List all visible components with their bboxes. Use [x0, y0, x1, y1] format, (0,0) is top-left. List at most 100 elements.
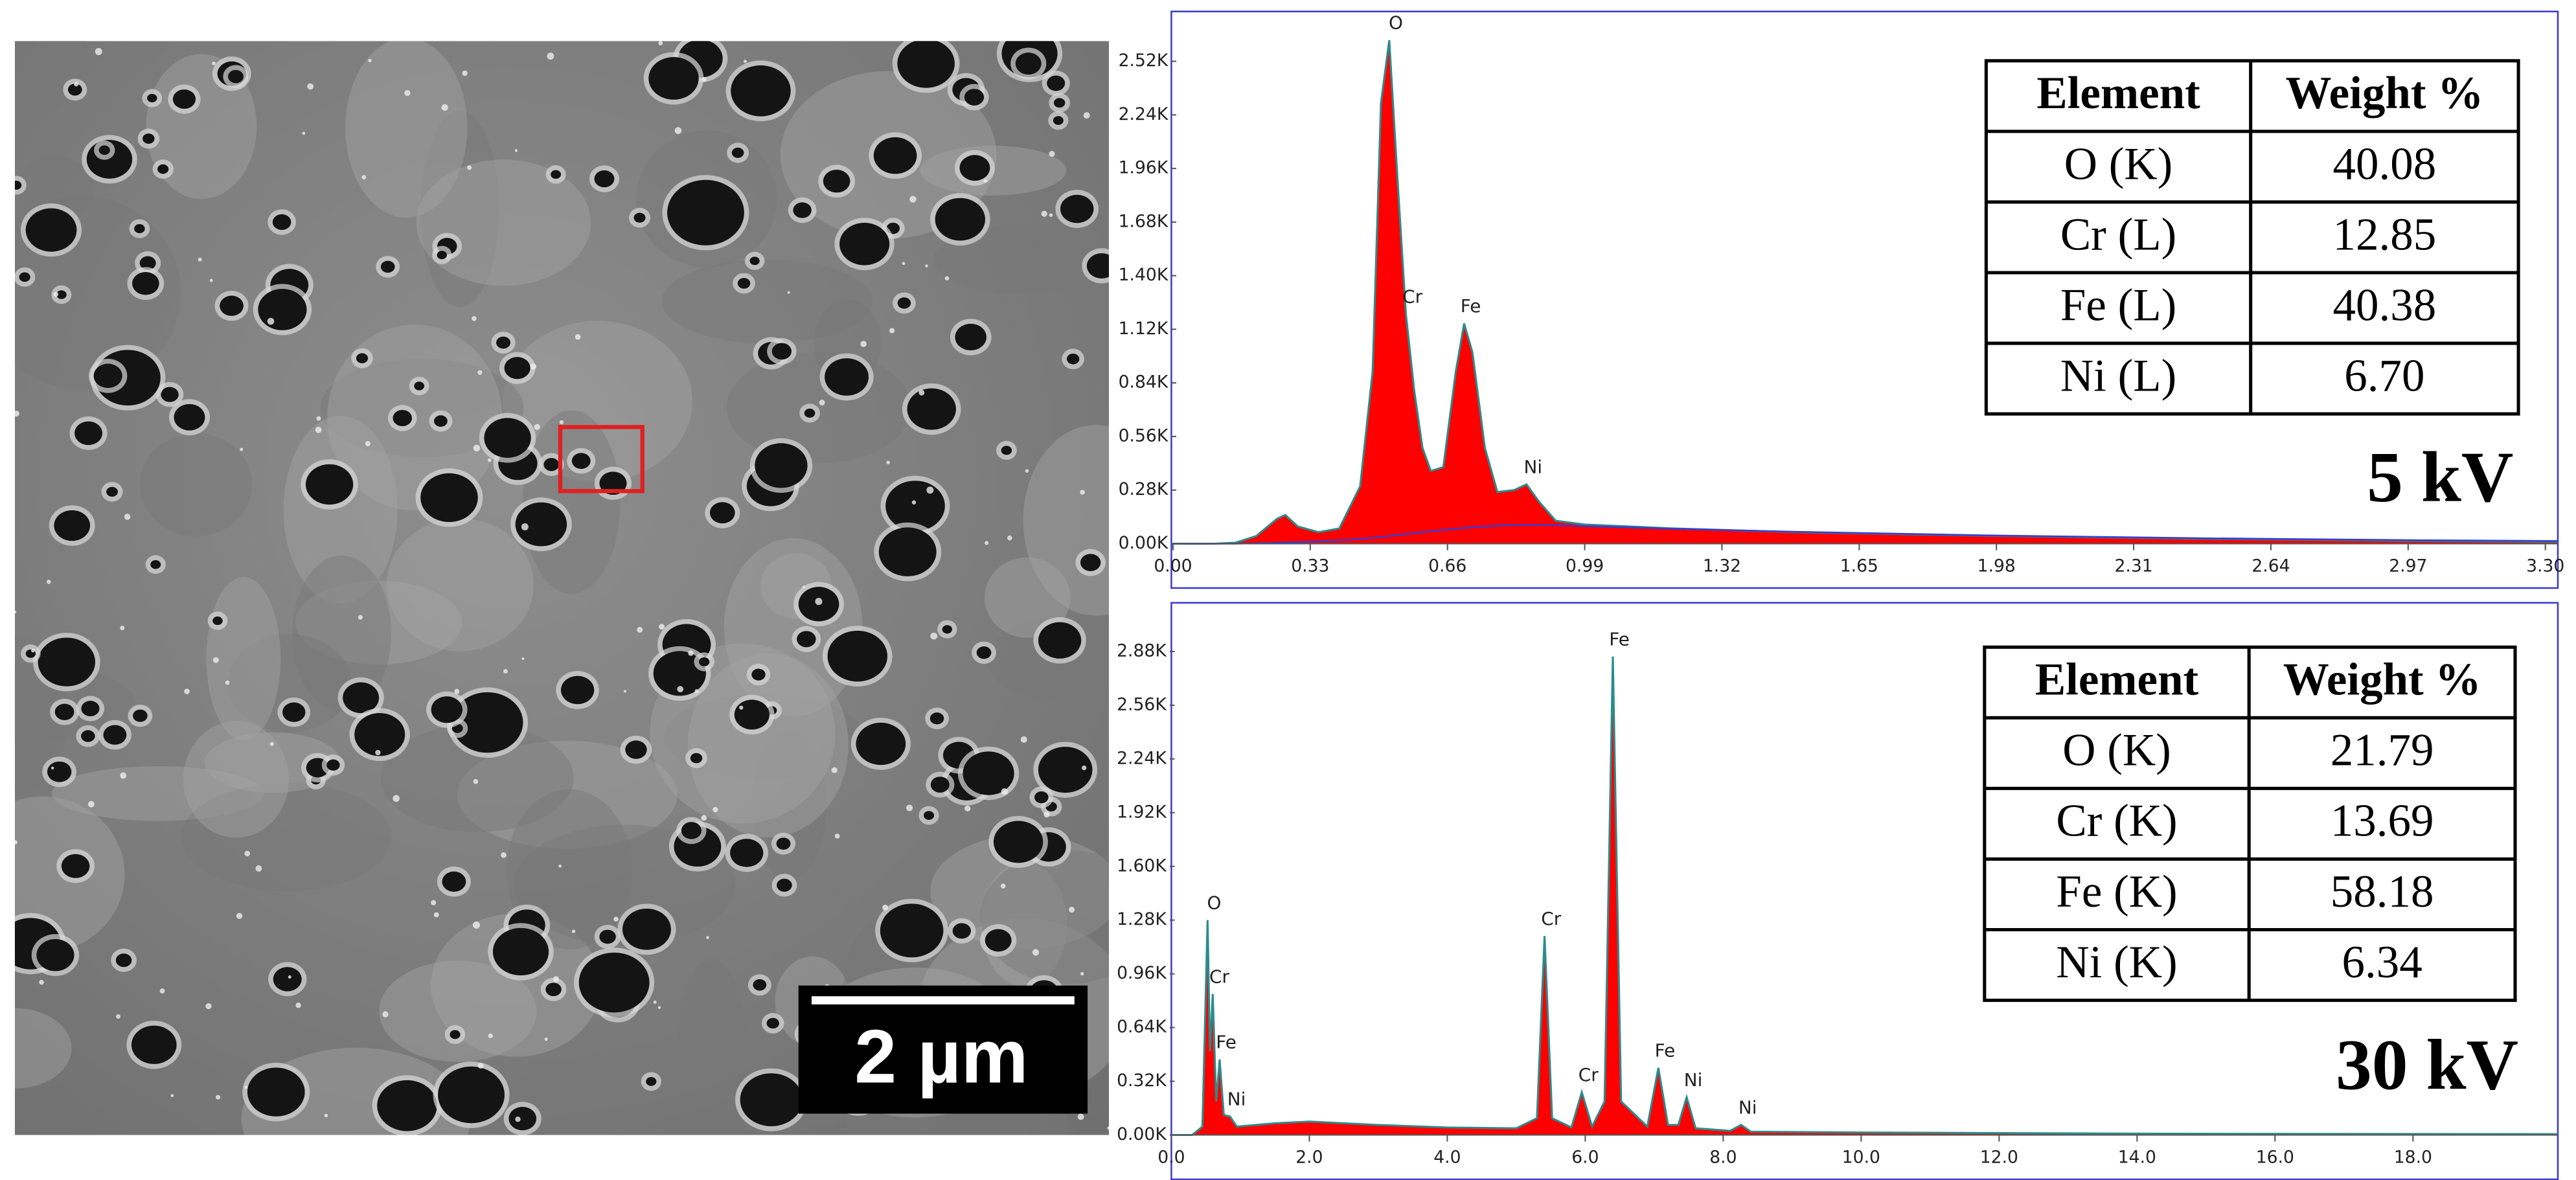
- table-cell: 21.79: [2331, 725, 2434, 776]
- particle: [882, 904, 889, 911]
- table-cell: 12.85: [2333, 209, 2437, 260]
- particle: [501, 852, 507, 858]
- particle: [911, 500, 917, 505]
- particle: [477, 370, 483, 375]
- particle: [473, 778, 479, 784]
- y-tick-label: 2.24K: [1117, 748, 1167, 768]
- particle: [659, 624, 665, 630]
- pore: [508, 1106, 537, 1131]
- grain: [181, 783, 392, 892]
- particle: [571, 929, 576, 933]
- pore: [681, 822, 701, 839]
- pore: [36, 938, 74, 971]
- particle: [658, 41, 663, 46]
- pore: [942, 625, 953, 634]
- pore: [161, 387, 179, 402]
- pore: [776, 837, 791, 850]
- y-tick-label: 1.40K: [1119, 265, 1169, 285]
- particle: [368, 58, 372, 63]
- pore: [356, 353, 369, 363]
- peak-label: Fe: [1655, 1039, 1676, 1061]
- particle: [124, 514, 131, 520]
- pore: [420, 473, 478, 523]
- particle: [14, 610, 17, 614]
- grain: [985, 557, 1071, 638]
- particle: [902, 262, 906, 266]
- pore: [731, 65, 791, 117]
- pore: [856, 722, 906, 766]
- pore: [823, 170, 850, 193]
- y-tick-label: 0.32K: [1117, 1071, 1167, 1091]
- particle: [1081, 765, 1087, 771]
- pore: [492, 927, 549, 976]
- table-cell: 6.70: [2344, 350, 2424, 401]
- particle: [307, 83, 314, 90]
- peak-label: Ni: [1738, 1097, 1757, 1118]
- pore: [354, 713, 405, 756]
- particle: [244, 1085, 248, 1089]
- table-cell: 6.34: [2342, 937, 2422, 988]
- pore: [157, 164, 169, 174]
- x-tick-label: 14.0: [2118, 1148, 2156, 1168]
- pore: [709, 502, 735, 524]
- x-tick-label: 0.99: [1566, 556, 1604, 576]
- pore: [699, 657, 710, 666]
- particle: [559, 420, 564, 425]
- pore: [106, 486, 118, 497]
- particle: [701, 77, 707, 82]
- pore: [133, 709, 148, 722]
- pore: [442, 871, 466, 892]
- pore: [38, 637, 96, 686]
- particle: [1080, 490, 1085, 495]
- x-tick-label: 0.33: [1291, 556, 1329, 576]
- particle: [467, 165, 472, 170]
- pore: [924, 811, 935, 820]
- y-tick-label: 0.28K: [1119, 479, 1169, 499]
- particle: [95, 48, 102, 56]
- pore: [955, 323, 986, 351]
- particle: [51, 766, 54, 770]
- grain: [295, 580, 462, 665]
- grain: [1023, 425, 1110, 616]
- x-tick-label: 1.65: [1840, 556, 1878, 576]
- pore: [393, 409, 413, 427]
- pore: [343, 682, 380, 714]
- pore: [1047, 75, 1066, 91]
- pore: [450, 1030, 461, 1039]
- particle: [120, 772, 127, 779]
- table-cell: O (K): [2062, 725, 2171, 776]
- particle: [925, 264, 928, 267]
- particle: [1000, 883, 1006, 889]
- particle: [288, 975, 291, 979]
- pore: [25, 208, 77, 252]
- peak-label: Fe: [1461, 295, 1481, 317]
- particle: [1049, 213, 1053, 218]
- particle: [1043, 811, 1050, 818]
- grain: [663, 694, 864, 780]
- x-tick-label: 0.00: [1154, 556, 1192, 576]
- particle: [267, 317, 275, 325]
- particle: [212, 62, 216, 65]
- pore: [827, 630, 888, 682]
- pore: [305, 464, 354, 505]
- y-tick-label: 2.56K: [1117, 694, 1167, 714]
- particle: [983, 179, 988, 183]
- table-cell: O (K): [2064, 139, 2173, 189]
- pore: [47, 761, 72, 782]
- pore: [751, 668, 766, 681]
- particle: [431, 900, 437, 905]
- particle: [477, 1063, 484, 1069]
- particle: [677, 686, 684, 692]
- table-cell: 13.69: [2331, 796, 2434, 846]
- pore: [667, 179, 744, 245]
- x-tick-label: 18.0: [2394, 1148, 2432, 1168]
- grain: [51, 766, 264, 821]
- pore: [976, 646, 992, 659]
- pore: [272, 214, 291, 231]
- grain: [139, 433, 253, 537]
- pore: [560, 675, 595, 705]
- particle: [909, 196, 917, 203]
- y-tick-label: 1.96K: [1119, 158, 1169, 178]
- y-tick-label: 0.64K: [1117, 1017, 1167, 1037]
- grain: [416, 159, 591, 286]
